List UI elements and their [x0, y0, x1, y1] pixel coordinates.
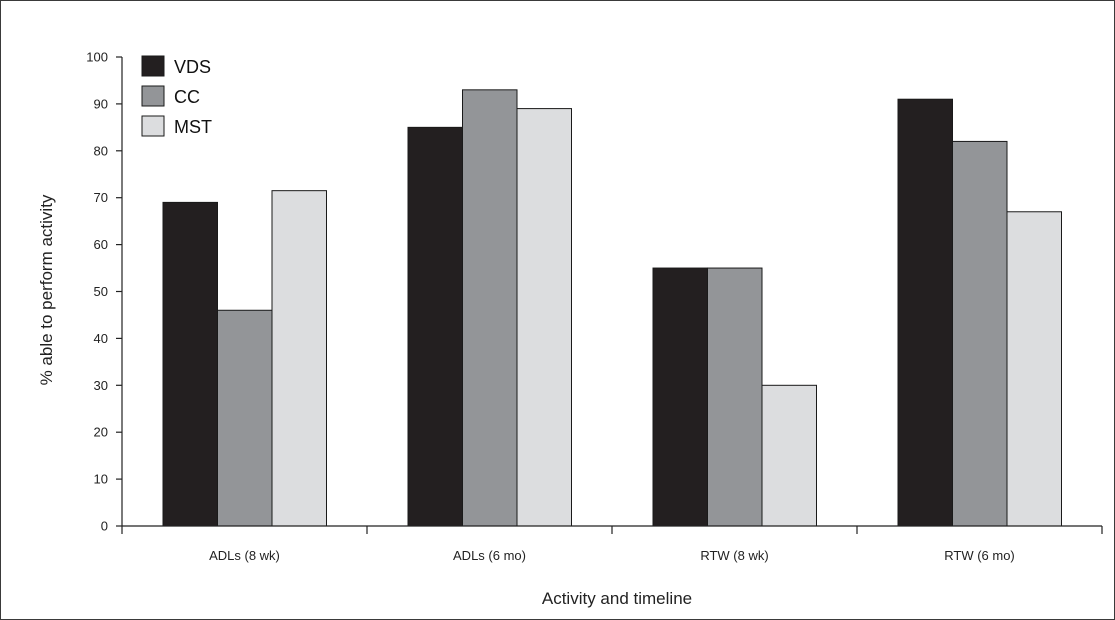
bar-cc — [707, 267, 763, 527]
bar-cc — [952, 140, 1008, 527]
legend-label: CC — [174, 87, 200, 107]
legend-label: VDS — [174, 57, 211, 77]
legend-swatch — [141, 55, 165, 77]
bar-mst — [761, 384, 817, 527]
bar-cc — [217, 309, 273, 527]
x-axis-title: Activity and timeline — [542, 589, 692, 608]
x-category-label: ADLs (6 mo) — [453, 548, 526, 563]
y-tick-label: 80 — [94, 143, 108, 158]
bar-mst — [1006, 211, 1062, 527]
y-ticks-group: 0 10 20 30 40 50 60 70 80 90 100 — [86, 50, 122, 534]
x-category-label: RTW (6 mo) — [944, 548, 1015, 563]
x-category-label: RTW (8 wk) — [700, 548, 768, 563]
legend: VDS CC MST — [141, 55, 212, 137]
y-tick-label: 30 — [94, 378, 108, 393]
x-category-label: ADLs (8 wk) — [209, 548, 280, 563]
bar-mst — [271, 190, 327, 527]
bars-group — [162, 89, 1062, 527]
legend-swatch — [141, 115, 165, 137]
bar-vds — [652, 267, 708, 527]
bar-vds — [407, 126, 463, 527]
legend-label: MST — [174, 117, 212, 137]
y-tick-label: 70 — [94, 190, 108, 205]
bar-vds — [162, 201, 218, 527]
y-tick-label: 90 — [94, 96, 108, 111]
y-tick-label: 100 — [86, 50, 108, 65]
bar-mst — [516, 108, 572, 527]
bar-cc — [462, 89, 518, 527]
y-tick-label: 10 — [94, 472, 108, 487]
bar-vds — [897, 98, 953, 527]
y-tick-label: 50 — [94, 284, 108, 299]
legend-swatch — [141, 85, 165, 107]
x-categories-group: ADLs (8 wk) ADLs (6 mo) RTW (8 wk) RTW (6 m… — [121, 526, 1103, 563]
y-tick-label: 20 — [94, 425, 108, 440]
y-tick-label: 0 — [101, 519, 108, 534]
y-tick-label: 60 — [94, 237, 108, 252]
y-tick-label: 40 — [94, 331, 108, 346]
y-axis-title: % able to perform activity — [37, 194, 56, 385]
